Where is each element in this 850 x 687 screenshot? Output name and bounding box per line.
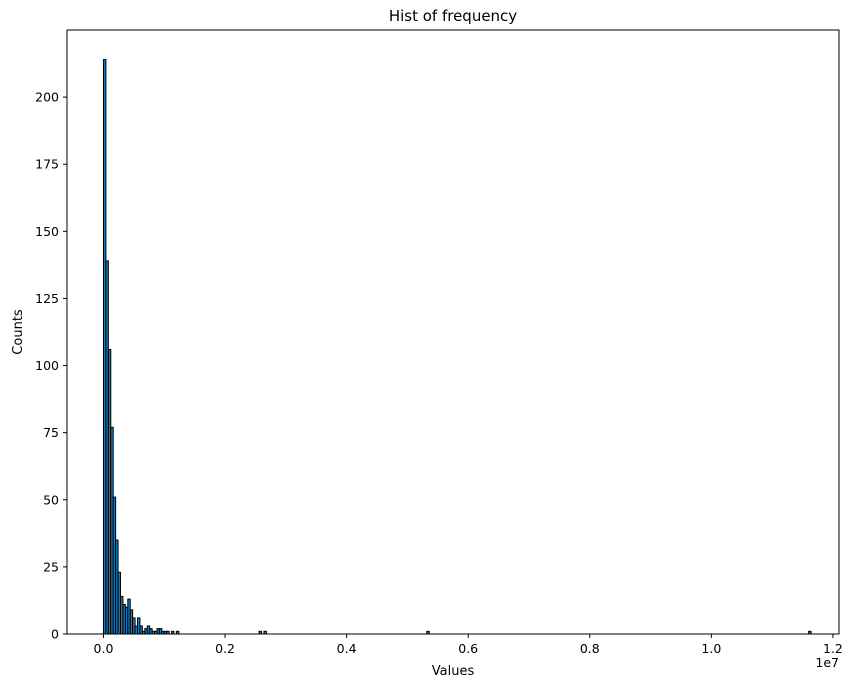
x-tick-label: 1.2 bbox=[823, 641, 843, 656]
y-tick-label: 150 bbox=[35, 224, 59, 239]
y-tick-label: 100 bbox=[35, 358, 59, 373]
y-tick-label: 75 bbox=[43, 425, 59, 440]
x-tick-label: 1.0 bbox=[701, 641, 721, 656]
x-tick-label: 0.0 bbox=[94, 641, 114, 656]
y-tick-label: 200 bbox=[35, 90, 59, 105]
x-tick-label: 0.4 bbox=[337, 641, 357, 656]
y-tick-label: 50 bbox=[43, 492, 59, 507]
x-axis-label: Values bbox=[432, 664, 475, 679]
y-axis-ticks: 0 25 50 75 100 125 150 175 200 bbox=[35, 90, 67, 642]
x-axis-offset-label: 1e7 bbox=[815, 655, 839, 670]
plot-frame bbox=[66, 29, 840, 635]
y-tick-label: 25 bbox=[43, 559, 59, 574]
y-tick-label: 125 bbox=[35, 291, 59, 306]
y-tick-label: 175 bbox=[35, 157, 59, 172]
histogram-bars bbox=[102, 59, 812, 635]
y-axis-label: Counts bbox=[11, 309, 26, 355]
x-axis-ticks: 0.0 0.2 0.4 0.6 0.8 1.0 1.2 bbox=[94, 634, 843, 656]
x-tick-label: 0.8 bbox=[580, 641, 600, 656]
y-tick-label: 0 bbox=[51, 627, 59, 642]
x-tick-label: 0.6 bbox=[458, 641, 478, 656]
x-tick-label: 0.2 bbox=[215, 641, 235, 656]
chart-title: Hist of frequency bbox=[389, 7, 517, 25]
